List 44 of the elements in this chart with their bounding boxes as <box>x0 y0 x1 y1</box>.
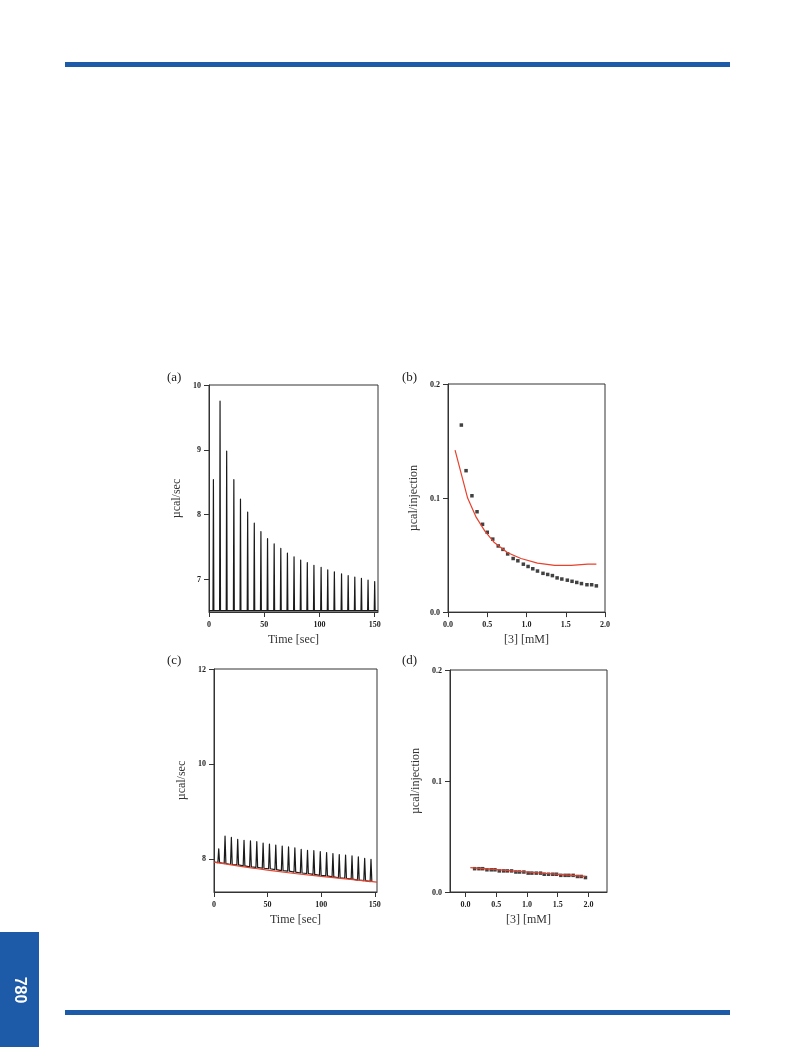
x-tick-label: 50 <box>263 899 272 909</box>
y-tick-label: 10 <box>198 759 206 769</box>
x-tick-label: 0 <box>212 899 216 909</box>
y-tick-label: 0.1 <box>432 776 442 786</box>
x-tick-label: 150 <box>368 619 381 629</box>
y-tick-label: 0.0 <box>430 607 440 617</box>
x-tick-label: 0.5 <box>491 899 502 909</box>
y-tick-label: 0.2 <box>430 379 440 389</box>
y-tick-label: 12 <box>198 664 206 674</box>
chart-title: (b) <box>402 369 418 384</box>
chart-title: (d) <box>402 652 418 667</box>
y-tick-label: 10 <box>193 380 201 390</box>
x-axis-title: Time [sec] <box>269 911 322 926</box>
x-tick-label: 2.0 <box>600 619 610 629</box>
chart-title: (c) <box>167 652 182 667</box>
x-tick-label: 1.0 <box>521 899 532 909</box>
y-tick-label: 0.1 <box>430 493 440 503</box>
chart-title: (a) <box>167 369 182 384</box>
y-axis-title: µcal/injection <box>406 464 421 532</box>
y-tick-label: 0.0 <box>432 887 442 897</box>
x-axis-title: [3] [mM] <box>504 632 549 646</box>
y-axis-title: µcal/injection <box>408 747 423 815</box>
y-axis-title: µcal/sec <box>174 760 189 801</box>
y-tick-label: 0.2 <box>432 665 442 675</box>
x-tick-label: 2.0 <box>583 899 594 909</box>
x-tick-label: 0.0 <box>443 619 453 629</box>
x-tick-label: 50 <box>260 619 269 629</box>
x-tick-label: 100 <box>313 619 326 629</box>
x-tick-label: 1.5 <box>560 619 571 629</box>
y-tick-label: 9 <box>197 445 201 455</box>
x-tick-label: 1.0 <box>521 619 532 629</box>
x-tick-label: 1.5 <box>552 899 563 909</box>
y-tick-label: 8 <box>202 854 206 864</box>
x-tick-label: 150 <box>368 899 381 909</box>
page-tab: 780 <box>0 932 39 1047</box>
x-tick-label: 0.5 <box>482 619 493 629</box>
y-tick-label: 8 <box>197 510 201 520</box>
x-tick-label: 100 <box>315 899 328 909</box>
x-tick-label: 0 <box>207 619 211 629</box>
y-tick-label: 7 <box>197 575 201 585</box>
y-axis-title: µcal/sec <box>169 478 184 519</box>
x-tick-label: 0.0 <box>460 899 471 909</box>
x-axis-title: [3] [mM] <box>506 911 551 926</box>
x-axis-title: Time [sec] <box>267 631 320 646</box>
